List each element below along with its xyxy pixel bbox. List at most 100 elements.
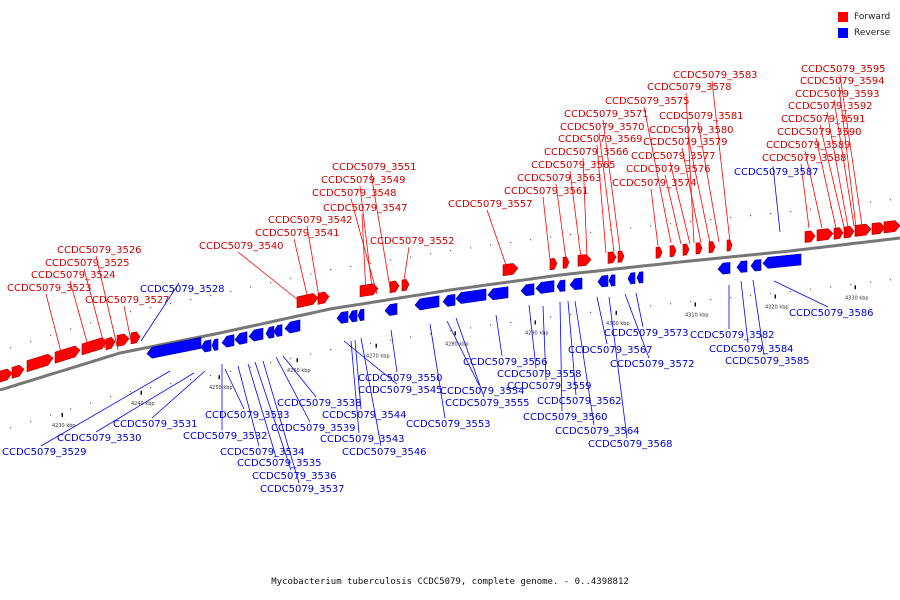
reverse-gene-label: CCDC5079_3584 <box>709 344 794 355</box>
reverse-gene <box>384 303 398 316</box>
guide-dot-lower <box>730 297 732 299</box>
guide-dot-upper <box>10 346 12 349</box>
leader-line-reverse <box>354 339 362 410</box>
reverse-gene <box>597 274 609 288</box>
forward-gene <box>359 283 379 298</box>
reverse-gene-label: CCDC5079_3533 <box>205 410 290 421</box>
leader-line-forward <box>569 170 582 259</box>
guide-dot-upper <box>890 199 892 201</box>
guide-dot-lower <box>90 402 92 404</box>
reverse-gene-label: CCDC5079_3568 <box>588 439 673 450</box>
guide-dot-lower <box>370 342 372 344</box>
guide-dot-lower <box>30 420 32 422</box>
tick-label: 4270 kbp <box>366 354 390 360</box>
reverse-gene-label: CCDC5079_3536 <box>252 471 337 482</box>
forward-gene <box>816 228 834 242</box>
leader-line-forward <box>69 280 91 354</box>
leader-line-reverse <box>429 323 446 419</box>
reverse-gene-label: CCDC5079_3534 <box>220 447 305 458</box>
forward-gene-label: CCDC5079_3523 <box>7 283 92 294</box>
reverse-gene-label: CCDC5079_3531 <box>113 419 198 430</box>
guide-dot-lower <box>150 387 152 389</box>
guide-dot-lower <box>510 321 512 323</box>
guide-dot-upper <box>270 282 272 284</box>
guide-dot-lower <box>710 299 712 301</box>
forward-gene-label: CCDC5079_3569 <box>558 134 643 145</box>
reverse-gene <box>455 288 487 304</box>
forward-gene-label: CCDC5079_3548 <box>312 188 397 199</box>
reverse-gene-label: CCDC5079_3553 <box>406 419 491 430</box>
tick-label: 4280 kbp <box>445 341 469 347</box>
reverse-gene-label: CCDC5079_3562 <box>537 396 622 407</box>
leader-line-reverse <box>262 360 300 484</box>
reverse-gene <box>146 337 202 359</box>
guide-dot-upper <box>790 211 792 213</box>
reverse-gene-label: CCDC5079_3529 <box>2 447 87 458</box>
forward-gene-label: CCDC5079_3594 <box>800 76 885 87</box>
guide-dot-upper <box>150 307 152 309</box>
leader-line-forward <box>542 196 551 261</box>
reverse-gene-label: CCDC5079_3544 <box>322 410 407 421</box>
guide-dot-upper <box>570 233 572 236</box>
leader-line-reverse <box>282 355 317 398</box>
leader-line-forward <box>602 119 621 252</box>
leader-line-forward <box>815 137 837 229</box>
forward-gene-label: CCDC5079_3576 <box>626 164 711 175</box>
reverse-gene-label: CCDC5079_3587 <box>734 167 819 178</box>
guide-dot-lower <box>670 303 672 305</box>
forward-gene-label: CCDC5079_3591 <box>781 114 866 125</box>
forward-gene <box>607 251 617 264</box>
leader-line-reverse <box>275 356 311 423</box>
forward-gene <box>708 241 716 254</box>
genome-track <box>0 199 900 429</box>
tick-mark <box>140 390 142 395</box>
guide-dot-lower <box>550 316 552 318</box>
forward-gene-label: CCDC5079_3588 <box>762 153 847 164</box>
tick-label: 4330 kbp <box>845 295 869 301</box>
forward-gene-label: CCDC5079_3561 <box>504 186 589 197</box>
leader-line-forward <box>555 183 567 261</box>
reverse-gene <box>357 308 365 322</box>
leader-line-reverse <box>237 365 260 447</box>
guide-dot-lower <box>890 279 892 281</box>
reverse-gene-label: CCDC5079_3558 <box>497 369 582 380</box>
guide-dot-lower <box>70 408 72 410</box>
tick-label: 4310 kbp <box>685 313 709 319</box>
guide-dot-upper <box>750 215 752 217</box>
guide-dot-lower <box>190 379 192 381</box>
forward-gene-label: CCDC5079_3527 <box>85 295 170 306</box>
forward-gene <box>296 293 319 309</box>
leader-line-reverse <box>95 372 195 433</box>
leader-line-reverse <box>624 293 650 359</box>
guide-dot-upper <box>810 208 812 210</box>
guide-dot-lower <box>250 366 252 368</box>
forward-gene <box>655 246 663 259</box>
guide-dot-lower <box>790 291 792 293</box>
reverse-gene <box>234 331 248 345</box>
legend: Forward Reverse <box>838 9 890 41</box>
guide-dot-lower <box>830 286 832 288</box>
leader-line-forward <box>350 198 378 295</box>
forward-gene-label: CCDC5079_3575 <box>605 96 690 107</box>
leader-line-reverse <box>495 314 503 357</box>
forward-gene-label: CCDC5079_3570 <box>560 122 645 133</box>
reverse-gene <box>348 309 358 323</box>
reverse-gene <box>636 271 644 284</box>
forward-gene <box>577 254 592 267</box>
leader-line-reverse <box>635 292 644 328</box>
leader-line-forward <box>582 157 588 258</box>
gene-features <box>0 220 900 383</box>
forward-gene-label: CCDC5079_3547 <box>323 203 408 214</box>
leader-line-forward <box>237 251 299 301</box>
guide-dot-upper <box>430 253 432 255</box>
reverse-gene-label: CCDC5079_3559 <box>507 381 592 392</box>
reverse-gene <box>487 286 509 301</box>
guide-dot-upper <box>610 229 612 231</box>
guide-dot-upper <box>130 311 132 313</box>
leader-line-reverse <box>224 368 245 410</box>
guide-dot-upper <box>30 340 32 342</box>
leader-line-reverse <box>455 317 485 398</box>
tick-mark <box>375 343 377 348</box>
leader-line-reverse <box>140 282 180 342</box>
reverse-gene <box>750 259 762 272</box>
